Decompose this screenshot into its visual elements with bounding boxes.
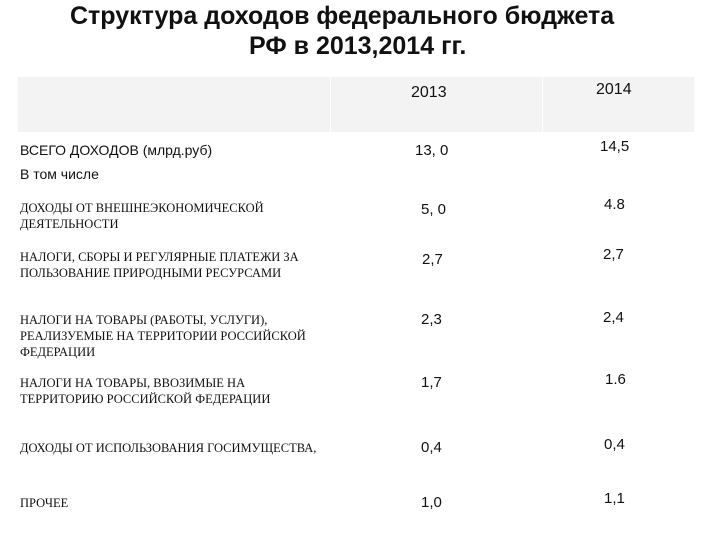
subheader-label: В том числе xyxy=(20,166,99,182)
row-label: ДОХОДЫ ОТ ВНЕШНЕЭКОНОМИЧЕСКОЙ ДЕЯТЕЛЬНОС… xyxy=(20,201,264,231)
column-header-2013: 2013 xyxy=(411,84,447,101)
row-label: НАЛОГИ, СБОРЫ И РЕГУЛЯРНЫЕ ПЛАТЕЖИ ЗА ПО… xyxy=(20,250,299,280)
table-header-band xyxy=(18,77,694,132)
column-divider xyxy=(330,77,331,132)
row-value-2014: 1,1 xyxy=(604,490,625,507)
row-value-2014: 0,4 xyxy=(604,436,625,453)
row-label: ПРОЧЕЕ xyxy=(20,496,69,510)
total-2013: 13, 0 xyxy=(415,142,449,159)
row-value-2013: 1,0 xyxy=(421,494,442,511)
row-value-2013: 1,7 xyxy=(421,374,442,391)
title-line-1: Структура доходов федерального бюджета xyxy=(70,2,615,30)
row-value-2014: 2,7 xyxy=(603,246,624,263)
row-value-2013: 0,4 xyxy=(421,439,442,456)
title-line-2: РФ в 2013,2014 гг. xyxy=(249,32,467,60)
row-value-2013: 2,7 xyxy=(422,251,443,268)
row-value-2013: 2,3 xyxy=(421,311,442,328)
column-divider xyxy=(542,77,543,132)
row-value-2014: 2,4 xyxy=(603,309,624,326)
row-value-2013: 5, 0 xyxy=(421,201,447,218)
row-label: НАЛОГИ НА ТОВАРЫ, ВВОЗИМЫЕ НА ТЕРРИТОРИЮ… xyxy=(20,376,271,406)
column-header-2014: 2014 xyxy=(596,81,632,98)
row-value-2014: 1.6 xyxy=(605,371,626,388)
total-label: ВСЕГО ДОХОДОВ (млрд.руб) xyxy=(20,142,213,158)
row-label: НАЛОГИ НА ТОВАРЫ (РАБОТЫ, УСЛУГИ), РЕАЛИ… xyxy=(20,313,306,359)
row-label: ДОХОДЫ ОТ ИСПОЛЬЗОВАНИЯ ГОСИМУЩЕСТВА, xyxy=(20,441,317,455)
total-2014: 14,5 xyxy=(600,138,630,155)
row-value-2014: 4.8 xyxy=(604,196,625,213)
